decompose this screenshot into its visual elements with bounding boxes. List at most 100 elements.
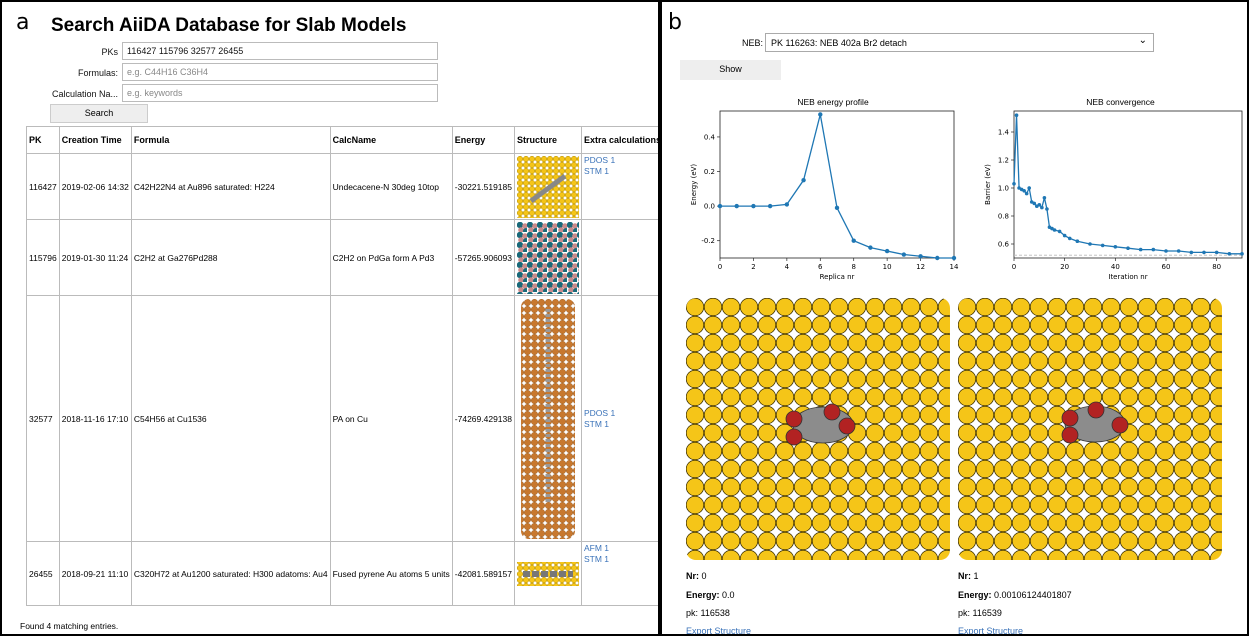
- cell-formula: C2H2 at Ga276Pd288: [130, 219, 331, 296]
- pdos-link[interactable]: PDOS 1: [584, 155, 616, 165]
- panel-letter-a: a: [16, 10, 30, 35]
- structure-thumbnail-copper[interactable]: [517, 298, 579, 539]
- results-table: PK Creation Time Formula CalcName Energy…: [26, 126, 658, 606]
- y-tick-label: 1.4: [998, 129, 1010, 137]
- cell-time: 2019-01-30 11:24: [58, 219, 132, 296]
- neb-select[interactable]: PK 116263: NEB 402a Br2 detach ⌄: [765, 33, 1154, 52]
- data-point: [1052, 228, 1057, 232]
- x-tick-label: 60: [1162, 263, 1171, 271]
- cell-pk: 26455: [26, 541, 60, 606]
- pdos-link[interactable]: PDOS 1: [584, 407, 616, 418]
- data-point: [1202, 250, 1206, 255]
- data-point: [1138, 247, 1143, 252]
- cell-energy: -30221.519185: [451, 153, 516, 220]
- show-button[interactable]: Show: [680, 60, 781, 80]
- data-point: [884, 248, 890, 254]
- data-point: [851, 238, 856, 243]
- data-point: [1037, 203, 1042, 207]
- cell-energy: -42081.589157: [451, 541, 516, 606]
- table-row[interactable]: 26455 2018-09-21 11:10 C320H72 at Au1200…: [26, 541, 658, 606]
- cell-calcname: Undecacene-N 30deg 10top: [329, 153, 453, 220]
- data-point: [1164, 249, 1168, 253]
- data-point: [1240, 252, 1244, 256]
- stm-link[interactable]: STM 1: [584, 418, 610, 429]
- data-point: [734, 203, 739, 209]
- series-line: [720, 114, 954, 259]
- convergence-plot-title: NEB convergence: [1086, 97, 1155, 107]
- x-tick-label: 2: [751, 263, 755, 271]
- structure-thumbnail-pyrene[interactable]: [517, 559, 579, 589]
- table-row[interactable]: 32577 2018-11-16 17:10 C54H56 at Cu1536 …: [26, 295, 658, 542]
- data-point: [801, 177, 806, 183]
- convergence-chart: 0 20 40 60 80 0.6 0.8 1.0 1.2 1.4 Iteration nr Barr…: [984, 110, 1244, 281]
- y-axis-label: Energy (eV): [690, 164, 698, 206]
- y-tick-label: 0.2: [704, 168, 715, 176]
- stm-link[interactable]: STM 1: [584, 166, 610, 176]
- neb-label: NEB:: [742, 38, 764, 48]
- cell-calcname: PA on Cu: [329, 295, 453, 542]
- x-axis-label: Iteration nr: [1108, 273, 1147, 281]
- replica-1-structure[interactable]: [958, 298, 1222, 560]
- cell-formula: C42H22N4 at Au896 saturated: H224: [130, 153, 331, 220]
- cell-pk: 32577: [26, 295, 60, 542]
- panel-letter-b: b: [668, 10, 682, 35]
- data-point: [1100, 243, 1105, 248]
- x-axis-label: Replica nr: [820, 273, 855, 281]
- data-point: [1022, 189, 1026, 193]
- cell-pk: 116427: [26, 153, 60, 220]
- stm-link[interactable]: STM 1: [584, 554, 610, 564]
- col-creation-time: Creation Time: [58, 126, 132, 154]
- replica-1-pk: pk: 116539: [958, 608, 1002, 618]
- replica-0-structure[interactable]: [686, 298, 950, 560]
- data-point: [901, 252, 907, 257]
- data-point: [1075, 239, 1080, 243]
- replica-0-pk: pk: 116538: [686, 608, 730, 618]
- data-point: [1040, 205, 1044, 210]
- x-tick-label: 4: [785, 263, 790, 271]
- search-button[interactable]: Search: [50, 104, 148, 123]
- cell-structure: [514, 295, 582, 542]
- data-point: [1151, 247, 1156, 252]
- data-point: [1062, 233, 1067, 238]
- col-formula: Formula: [130, 126, 331, 154]
- replica-0-nr: Nr: 0: [686, 571, 707, 581]
- x-tick-label: 6: [818, 263, 823, 271]
- pks-label: PKs: [101, 47, 118, 57]
- replica-0-export-link[interactable]: Export Structure: [686, 626, 752, 636]
- structure-thumbnail-gold-chain[interactable]: [517, 155, 579, 218]
- panel-b-neb-viewer: b NEB: PK 116263: NEB 402a Br2 detach ⌄ …: [660, 0, 1249, 636]
- data-point: [868, 245, 873, 250]
- x-tick-label: 14: [950, 263, 959, 271]
- data-point: [1057, 229, 1062, 234]
- afm-link[interactable]: AFM 1: [584, 543, 610, 553]
- table-row[interactable]: 116427 2019-02-06 14:32 C42H22N4 at Au89…: [26, 153, 658, 220]
- cell-calcname: Fused pyrene Au atoms 5 units: [329, 541, 453, 606]
- table-row[interactable]: 115796 2019-01-30 11:24 C2H2 at Ga276Pd2…: [26, 219, 658, 296]
- data-point: [784, 202, 790, 207]
- y-tick-label: -0.2: [701, 237, 715, 245]
- cell-time: 2019-02-06 14:32: [58, 153, 132, 220]
- data-point: [767, 203, 773, 209]
- energy-value: 0.0: [722, 590, 735, 600]
- formulas-input[interactable]: e.g. C44H16 C36H4: [122, 63, 438, 81]
- replica-1-energy: Energy: 0.00106124401807: [958, 590, 1072, 600]
- neb-select-value: PK 116263: NEB 402a Br2 detach: [771, 38, 907, 48]
- nr-label: Nr:: [686, 571, 699, 581]
- data-point: [818, 112, 823, 117]
- cell-structure: [514, 541, 582, 606]
- calcname-input[interactable]: e.g. keywords: [122, 84, 438, 102]
- data-point: [1045, 207, 1049, 211]
- page-title: Search AiiDA Database for Slab Models: [51, 15, 407, 36]
- y-tick-label: 1.0: [998, 185, 1009, 193]
- x-tick-label: 40: [1111, 263, 1120, 271]
- replica-1-export-link[interactable]: Export Structure: [958, 626, 1024, 636]
- data-point: [951, 255, 957, 261]
- structure-thumbnail-pdga[interactable]: [517, 221, 579, 294]
- pks-input[interactable]: 116427 115796 32577 26455: [122, 42, 438, 60]
- replica-0-energy: Energy: 0.0: [686, 590, 735, 600]
- x-tick-label: 8: [851, 263, 855, 271]
- energy-value: 0.00106124401807: [994, 590, 1072, 600]
- cell-time: 2018-11-16 17:10: [58, 295, 132, 542]
- col-energy: Energy: [451, 126, 516, 154]
- x-tick-label: 10: [883, 263, 892, 271]
